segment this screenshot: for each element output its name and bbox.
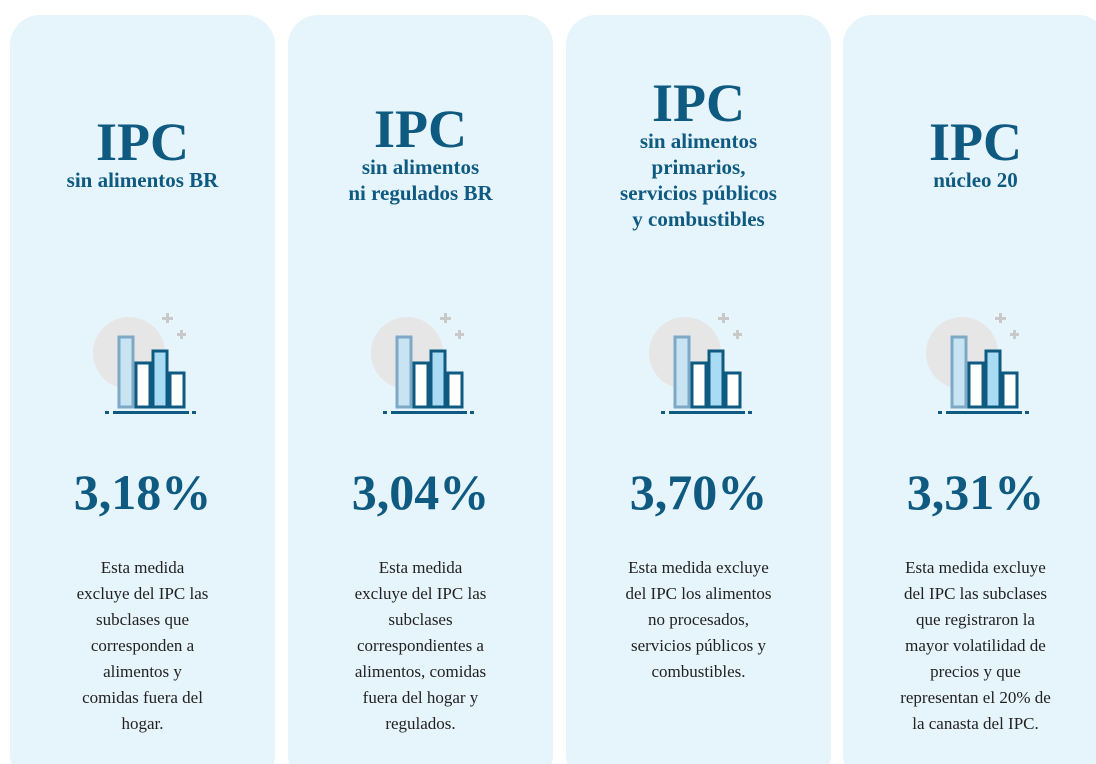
description-line: hogar. [121,714,164,733]
description-line: alimentos y [103,662,182,681]
description-line: del IPC los alimentos [625,584,772,603]
card: IPC sin alimentos primarios, servicios públ… [566,15,831,764]
card-value: 3,31% [906,464,1045,520]
description-line: servicios públicos y [630,636,767,655]
bar-chart-icon [93,313,196,414]
card-title: IPC [96,112,189,172]
card: IPC núcleo 20 3,31% Esta medida excluye del… [843,15,1096,764]
card-value: 3,70% [629,464,768,520]
description-line: del IPC las subclases [903,584,1048,603]
card-header: IPC sin alimentos primarios, servicios públ… [566,55,831,255]
description-line: no procesados, [647,610,750,629]
bar-chart-icon [371,313,474,414]
card: IPC sin alimentos BR 3,18% Esta medida excl… [10,15,275,764]
card-header: IPC sin alimentos ni regulados BR [288,55,553,255]
card-header: IPC núcleo 20 [843,55,1096,255]
description-line: mayor volatilidad de [905,636,1046,655]
card-subtitle: primarios, [651,155,746,179]
card-subtitle: sin alimentos [361,155,480,179]
description-line: que registraron la [916,610,1035,629]
description-line: Esta medida excluye [628,558,769,577]
description-line: comidas fuera del [82,688,203,707]
description-line: fuera del hogar y [362,688,479,707]
card: IPC sin alimentos ni regulados BR 3,04% Est… [288,15,553,764]
card-subtitle: ni regulados BR [348,181,493,205]
description-line: excluye del IPC las [354,584,487,603]
card-description: Esta medida excluye del IPC las subclases… [843,555,1096,737]
card-subtitle: sin alimentos [639,129,758,153]
description-line: alimentos, comidas [354,662,487,681]
bar-chart-icon [649,313,752,414]
description-line: precios y que [930,662,1021,681]
description-line: representan el 20% de [900,688,1051,707]
card-subtitle: servicios públicos [620,181,777,205]
card-header: IPC sin alimentos BR [10,55,275,255]
description-line: subclases [388,610,453,629]
card-description: Esta medida excluye del IPC las subclases … [10,555,275,737]
card-value: 3,18% [73,464,212,520]
description-line: Esta medida [378,558,463,577]
description-line: la canasta del IPC. [912,714,1039,733]
description-line: Esta medida excluye [905,558,1046,577]
card-subtitle: sin alimentos BR [66,168,219,192]
description-line: combustibles. [651,662,746,681]
description-line: corresponden a [90,636,195,655]
description-line: regulados. [385,714,456,733]
card-subtitle: y combustibles [632,207,765,231]
card-subtitle: núcleo 20 [933,168,1018,192]
bar-chart-icon [926,313,1029,414]
description-line: excluye del IPC las [76,584,209,603]
description-line: Esta medida [100,558,185,577]
card-value: 3,04% [351,464,490,520]
card-title: IPC [929,112,1022,172]
card-title: IPC [374,99,467,159]
card-description: Esta medida excluye del IPC las subclases c… [288,555,553,737]
card-title: IPC [652,73,745,133]
description-line: correspondientes a [357,636,484,655]
description-line: subclases que [95,610,189,629]
card-description: Esta medida excluye del IPC los alimentos… [566,555,831,685]
